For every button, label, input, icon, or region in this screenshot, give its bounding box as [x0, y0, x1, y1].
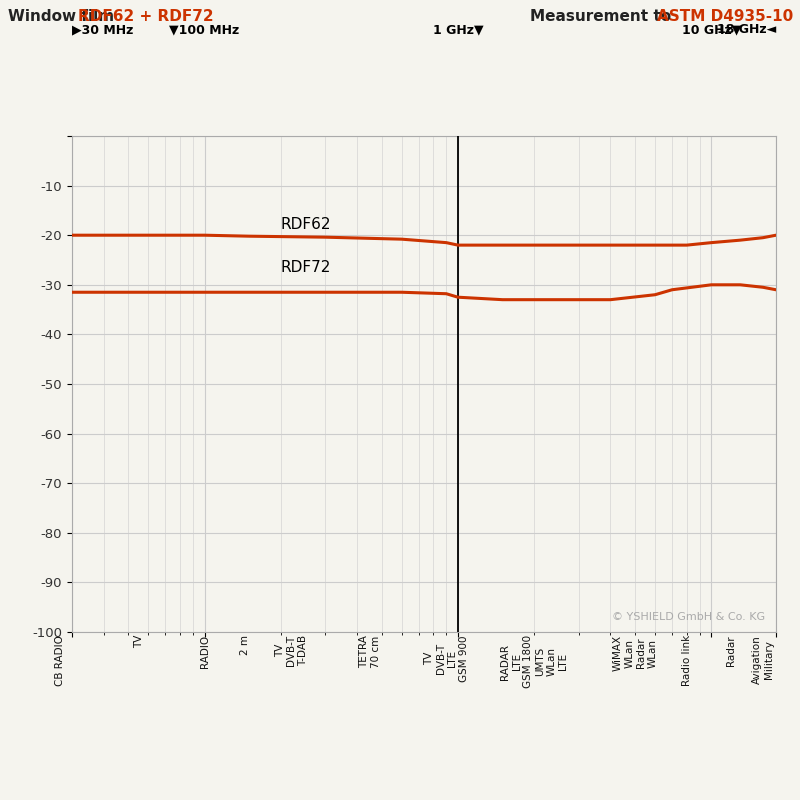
Text: © YSHIELD GmbH & Co. KG: © YSHIELD GmbH & Co. KG	[612, 612, 766, 622]
Text: 10 GHz▼: 10 GHz▼	[682, 23, 741, 36]
Text: TV
DVB-T
T-DAB: TV DVB-T T-DAB	[274, 635, 308, 666]
Text: ▼100 MHz: ▼100 MHz	[170, 23, 240, 36]
Text: 18 GHz◄: 18 GHz◄	[717, 23, 776, 36]
Text: WiMAX
WLan
Radar
WLan: WiMAX WLan Radar WLan	[613, 635, 658, 671]
Text: Radio link: Radio link	[682, 635, 692, 686]
Text: TETRA
70 cm: TETRA 70 cm	[359, 635, 381, 668]
Text: RDF62: RDF62	[281, 218, 331, 232]
Text: 2 m: 2 m	[240, 635, 250, 655]
Text: TV: TV	[134, 635, 144, 648]
Text: CB RADIO: CB RADIO	[55, 635, 66, 686]
Text: ▶30 MHz: ▶30 MHz	[72, 23, 134, 36]
Text: Measurement to: Measurement to	[530, 9, 676, 24]
Text: 1 GHz▼: 1 GHz▼	[433, 23, 483, 36]
Text: RADAR
LTE
GSM 1800
UMTS
WLan
LTE: RADAR LTE GSM 1800 UMTS WLan LTE	[500, 635, 568, 688]
Text: RDF62 + RDF72: RDF62 + RDF72	[78, 9, 214, 24]
Text: Avigation
Military: Avigation Military	[752, 635, 774, 684]
Text: RADIO: RADIO	[199, 635, 210, 668]
Text: ASTM D4935-10: ASTM D4935-10	[657, 9, 793, 24]
Text: RDF72: RDF72	[281, 261, 331, 275]
Text: Window film: Window film	[8, 9, 119, 24]
Text: TV
DVB-T
LTE
GSM 900: TV DVB-T LTE GSM 900	[424, 635, 469, 682]
Text: Radar: Radar	[726, 635, 736, 666]
